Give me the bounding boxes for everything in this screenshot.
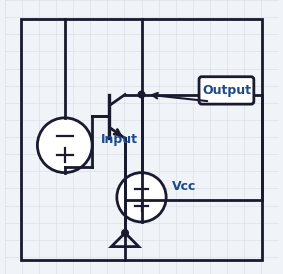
Text: Vcc: Vcc [172,180,196,193]
Circle shape [138,91,145,98]
Text: Input: Input [100,133,138,146]
Circle shape [117,173,166,222]
Circle shape [37,118,92,173]
Text: Output: Output [202,84,251,97]
Bar [21,19,262,260]
FancyBboxPatch shape [199,77,254,104]
Circle shape [122,230,128,236]
